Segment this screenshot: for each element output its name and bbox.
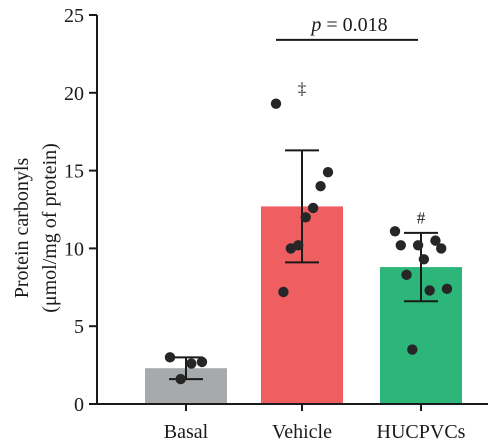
data-point — [315, 180, 326, 192]
data-point — [285, 243, 297, 254]
bars — [145, 206, 462, 404]
x-tick-label: Basal — [164, 421, 209, 443]
x-tick-label: Vehicle — [272, 421, 332, 443]
data-point — [186, 358, 197, 369]
y-tick-label: 25 — [64, 5, 84, 27]
data-point — [278, 286, 289, 298]
data-point — [412, 240, 424, 251]
annotations: ‡ # p = 0.018 — [276, 14, 426, 227]
y-tick-label: 0 — [74, 394, 84, 416]
data-point — [401, 269, 412, 281]
data-point — [424, 285, 435, 296]
data-point — [164, 352, 176, 363]
y-axis: 0 5 10 15 20 25 — [64, 5, 98, 416]
data-point — [175, 373, 186, 385]
data-points — [164, 98, 453, 385]
data-point — [196, 356, 208, 368]
p-value-label: p = 0.018 — [309, 14, 387, 36]
significance-mark: ‡ — [298, 79, 307, 98]
data-point — [300, 212, 311, 223]
x-tick-label: HUCPVCs — [377, 421, 466, 443]
data-point — [436, 243, 447, 254]
y-tick-label: 15 — [64, 161, 84, 183]
y-tick-label: 5 — [74, 316, 84, 338]
significance-mark: # — [417, 208, 426, 227]
data-point — [270, 98, 282, 109]
error-bars — [169, 149, 438, 381]
data-point — [389, 226, 401, 237]
x-axis: Basal Vehicle HUCPVCs — [97, 403, 488, 443]
y-axis-label-line2: (μmol/mg of protein) — [39, 143, 61, 313]
data-point — [407, 344, 418, 355]
y-tick-label: 10 — [64, 238, 84, 260]
data-point — [430, 235, 441, 246]
y-axis-title: Protein carbonyls (μmol/mg of protein) — [11, 143, 61, 313]
y-axis-label-line1: Protein carbonyls — [11, 158, 33, 299]
data-point — [307, 202, 319, 214]
data-point — [418, 254, 430, 265]
y-tick-label: 20 — [64, 83, 84, 105]
data-point — [322, 166, 334, 178]
data-point — [395, 240, 406, 251]
data-point — [441, 283, 453, 295]
